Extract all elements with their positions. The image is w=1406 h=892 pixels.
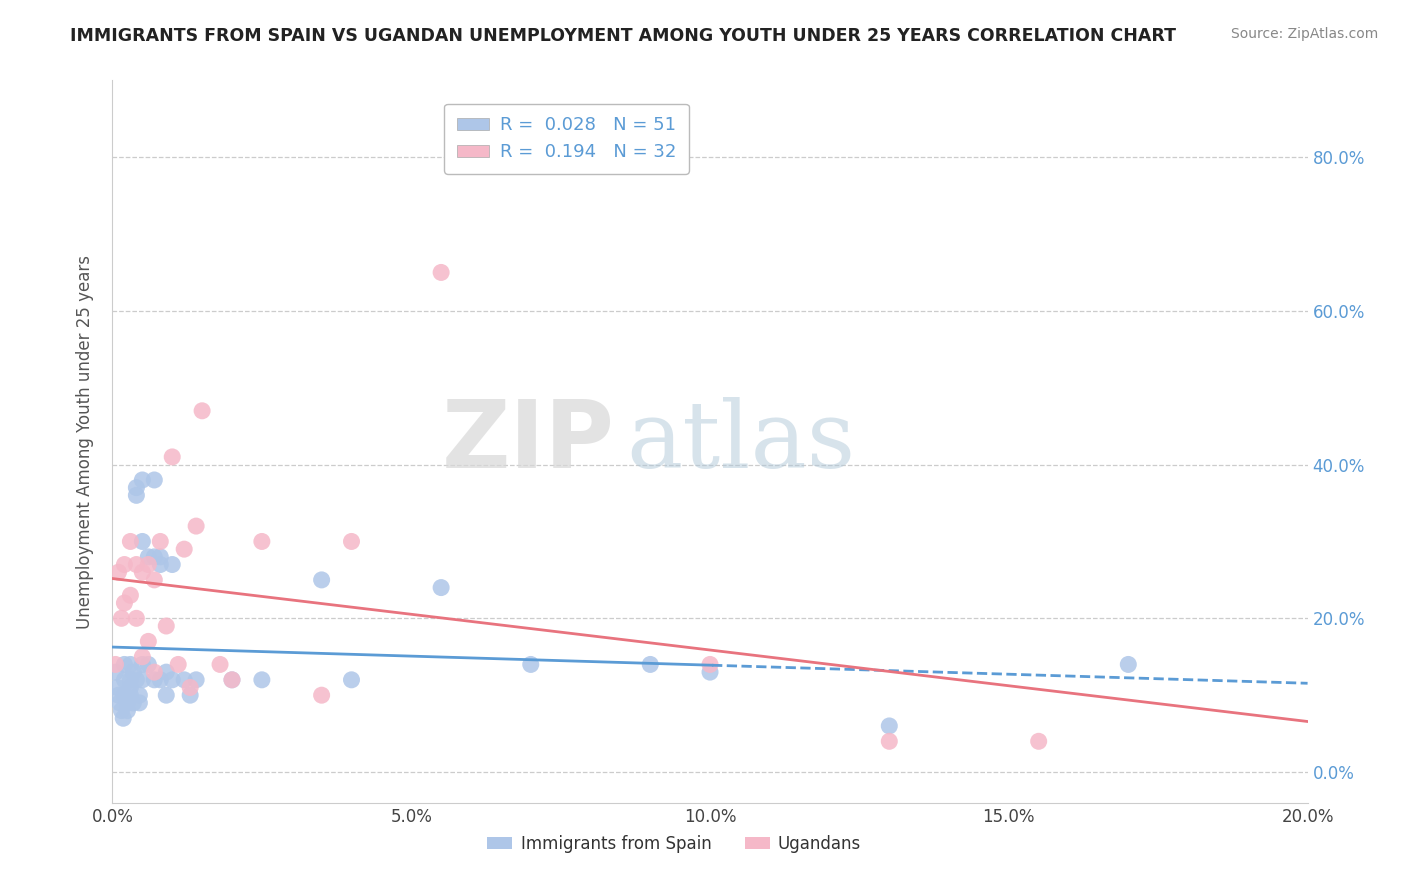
Point [114,596,135,610]
Point [179,681,201,695]
Point [1118,657,1140,672]
Point [110,611,132,625]
Point [149,673,172,687]
Point [120,588,142,602]
Point [125,558,148,572]
Point [128,696,150,710]
Point [173,673,195,687]
Point [430,265,453,279]
Point [122,665,145,680]
Point [162,450,183,464]
Point [250,534,273,549]
Point [149,558,172,572]
Text: ZIP: ZIP [441,395,614,488]
Point [125,611,148,625]
Point [131,473,153,487]
Point [155,619,177,633]
Point [112,711,135,725]
Point [162,558,183,572]
Point [167,657,190,672]
Point [879,734,901,748]
Point [430,581,453,595]
Point [149,534,172,549]
Point [117,696,139,710]
Point [120,688,142,702]
Point [125,488,148,502]
Point [128,688,150,702]
Point [162,673,183,687]
Point [108,696,131,710]
Point [221,673,243,687]
Point [340,673,363,687]
Y-axis label: Unemployment Among Youth under 25 years: Unemployment Among Youth under 25 years [76,254,94,629]
Point [143,665,166,680]
Point [250,673,273,687]
Point [173,542,195,557]
Point [104,665,127,680]
Point [120,681,142,695]
Point [107,688,129,702]
Point [117,704,139,718]
Point [221,673,243,687]
Point [155,688,177,702]
Text: Source: ZipAtlas.com: Source: ZipAtlas.com [1230,27,1378,41]
Point [699,657,721,672]
Point [191,404,214,418]
Point [143,573,166,587]
Point [107,565,129,579]
Legend: Immigrants from Spain, Ugandans: Immigrants from Spain, Ugandans [481,828,868,860]
Point [311,688,333,702]
Point [138,657,160,672]
Point [125,673,148,687]
Point [114,688,135,702]
Point [640,657,662,672]
Point [120,657,142,672]
Point [209,657,232,672]
Point [186,673,208,687]
Point [114,558,135,572]
Point [131,649,153,664]
Point [122,696,145,710]
Point [110,704,132,718]
Point [1028,734,1050,748]
Point [104,657,127,672]
Point [699,665,721,680]
Point [143,473,166,487]
Text: atlas: atlas [627,397,856,486]
Point [131,565,153,579]
Point [879,719,901,733]
Point [120,534,142,549]
Point [179,688,201,702]
Point [149,549,172,564]
Point [138,549,160,564]
Point [105,681,128,695]
Point [311,573,333,587]
Text: IMMIGRANTS FROM SPAIN VS UGANDAN UNEMPLOYMENT AMONG YOUTH UNDER 25 YEARS CORRELA: IMMIGRANTS FROM SPAIN VS UGANDAN UNEMPLO… [70,27,1177,45]
Point [120,673,142,687]
Point [186,519,208,533]
Point [131,673,153,687]
Point [138,634,160,648]
Point [114,673,135,687]
Point [131,657,153,672]
Point [143,673,166,687]
Point [520,657,543,672]
Point [125,481,148,495]
Point [155,665,177,680]
Point [131,534,153,549]
Point [143,549,166,564]
Point [138,558,160,572]
Point [340,534,363,549]
Point [114,657,135,672]
